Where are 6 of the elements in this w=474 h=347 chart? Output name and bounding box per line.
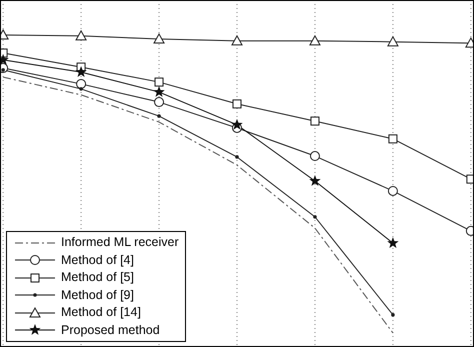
legend-label: Method of [14] (61, 304, 141, 321)
legend-label: Informed ML receiver (61, 234, 179, 251)
legend-label: Method of [4] (61, 252, 134, 269)
legend-label: Method of [9] (61, 286, 134, 304)
legend-label: Proposed method (61, 322, 160, 339)
legend-label: Method of [5] (61, 269, 134, 286)
